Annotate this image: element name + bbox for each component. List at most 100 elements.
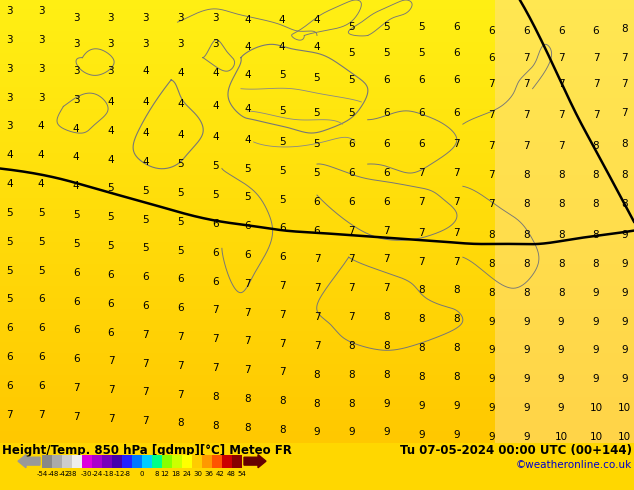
Text: 6: 6: [38, 352, 44, 362]
Text: 5: 5: [108, 212, 114, 222]
Text: 9: 9: [593, 317, 599, 326]
Text: 5: 5: [6, 266, 13, 275]
Text: -18: -18: [103, 471, 114, 477]
Text: 7: 7: [621, 79, 628, 89]
Text: 48: 48: [226, 471, 235, 477]
Text: 7: 7: [418, 257, 425, 267]
Text: 7: 7: [178, 332, 184, 342]
Text: 10: 10: [618, 403, 631, 413]
Text: 5: 5: [38, 208, 44, 218]
Text: 4: 4: [108, 155, 114, 165]
Text: 7: 7: [488, 170, 495, 180]
Text: 9: 9: [558, 317, 564, 326]
Text: 9: 9: [488, 317, 495, 326]
Text: 6: 6: [384, 168, 390, 178]
Text: 8: 8: [279, 425, 285, 435]
Text: 3: 3: [6, 6, 13, 16]
Text: 6: 6: [488, 26, 495, 36]
Bar: [192, 455, 202, 468]
Text: 6: 6: [244, 221, 250, 231]
Text: 8: 8: [558, 259, 564, 269]
Text: 10: 10: [618, 432, 631, 442]
Text: 18: 18: [171, 471, 180, 477]
Text: 3: 3: [73, 13, 79, 23]
Text: 7: 7: [488, 110, 495, 121]
Text: 4: 4: [178, 68, 184, 78]
Text: 7: 7: [453, 168, 460, 178]
Text: 9: 9: [523, 403, 529, 413]
Text: 7: 7: [453, 228, 460, 238]
Text: 42: 42: [216, 471, 224, 477]
Text: 7: 7: [314, 312, 320, 322]
Text: Height/Temp. 850 hPa [gdmp][°C] Meteo FR: Height/Temp. 850 hPa [gdmp][°C] Meteo FR: [2, 444, 292, 458]
Text: 6: 6: [453, 22, 460, 32]
Text: 3: 3: [38, 6, 44, 16]
Text: 3: 3: [212, 39, 219, 49]
Text: 8: 8: [523, 288, 529, 298]
Text: 4: 4: [212, 68, 219, 78]
Text: 6: 6: [38, 381, 44, 391]
Text: 7: 7: [523, 141, 529, 151]
Text: 7: 7: [488, 79, 495, 89]
Text: 4: 4: [73, 152, 79, 162]
Text: 5: 5: [314, 168, 320, 178]
Text: 9: 9: [488, 432, 495, 442]
Text: 8: 8: [349, 370, 355, 380]
Text: 7: 7: [621, 108, 628, 118]
Text: 12: 12: [160, 471, 169, 477]
Text: 4: 4: [108, 97, 114, 107]
Text: 6: 6: [212, 219, 219, 229]
Bar: [92, 455, 102, 468]
Text: 9: 9: [558, 374, 564, 384]
Text: 5: 5: [244, 193, 250, 202]
Text: 9: 9: [418, 401, 425, 411]
Text: 4: 4: [244, 135, 250, 145]
Text: 7: 7: [212, 334, 219, 344]
Text: 8: 8: [155, 471, 159, 477]
Text: 6: 6: [143, 301, 149, 311]
Text: 4: 4: [143, 157, 149, 167]
Text: 9: 9: [488, 403, 495, 413]
Text: 8: 8: [418, 286, 425, 295]
Text: 6: 6: [593, 26, 599, 36]
Text: -54: -54: [36, 471, 48, 477]
Text: 9: 9: [523, 345, 529, 355]
Text: 9: 9: [558, 403, 564, 413]
Bar: [142, 455, 152, 468]
Text: 9: 9: [488, 374, 495, 384]
Text: 3: 3: [212, 13, 219, 23]
Text: 6: 6: [384, 108, 390, 118]
Text: 9: 9: [621, 374, 628, 384]
Text: 9: 9: [621, 345, 628, 355]
Text: 8: 8: [488, 259, 495, 269]
Text: 7: 7: [418, 168, 425, 178]
Text: 7: 7: [523, 110, 529, 121]
Text: 24: 24: [182, 471, 191, 477]
Text: 9: 9: [349, 427, 355, 438]
Text: 4: 4: [178, 99, 184, 109]
Text: 5: 5: [279, 71, 285, 80]
Text: 4: 4: [212, 132, 219, 143]
Text: 8: 8: [244, 423, 250, 433]
Text: 6: 6: [418, 75, 425, 85]
Text: 7: 7: [593, 79, 599, 89]
Text: 5: 5: [6, 208, 13, 218]
Text: 54: 54: [238, 471, 247, 477]
Text: 8: 8: [593, 230, 599, 240]
Text: 7: 7: [523, 52, 529, 63]
Text: 8: 8: [244, 394, 250, 404]
Text: 7: 7: [314, 283, 320, 293]
Text: 4: 4: [38, 179, 44, 189]
Text: 8: 8: [453, 286, 460, 295]
Text: 5: 5: [143, 244, 149, 253]
Text: -8: -8: [124, 471, 131, 477]
Text: 3: 3: [108, 39, 114, 49]
Text: 7: 7: [73, 383, 79, 393]
Bar: [202, 455, 212, 468]
Text: 8: 8: [488, 230, 495, 240]
Text: 5: 5: [349, 108, 355, 118]
Text: 7: 7: [558, 79, 564, 89]
Text: 7: 7: [558, 110, 564, 121]
Text: 6: 6: [453, 108, 460, 118]
Text: 6: 6: [108, 299, 114, 309]
